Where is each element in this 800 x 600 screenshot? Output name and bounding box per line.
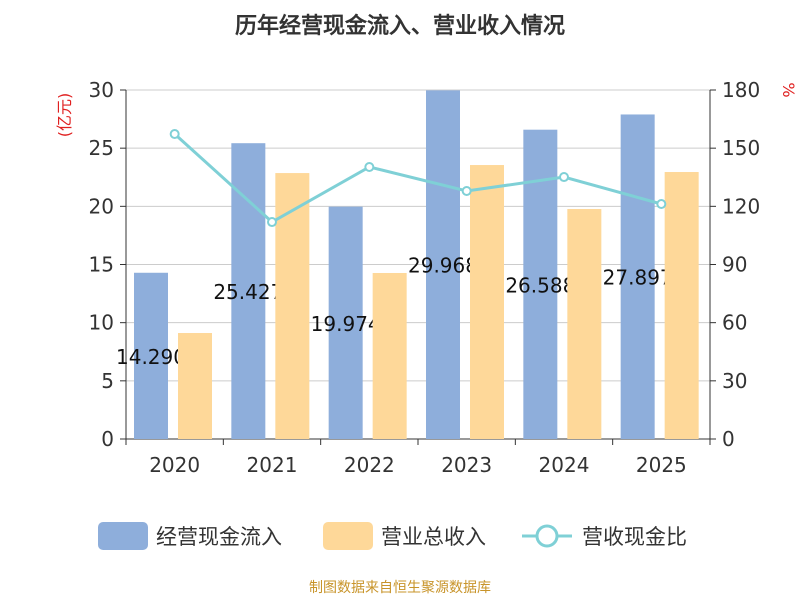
left-tick-label: 15 <box>89 253 114 277</box>
ratio-point <box>267 217 277 228</box>
ratio-point <box>169 129 180 140</box>
x-tick-label: 2024 <box>539 453 590 477</box>
left-tick-label: 10 <box>89 311 114 335</box>
right-tick-label: 150 <box>722 136 760 160</box>
right-tick-label: 0 <box>722 427 735 451</box>
legend-swatch-cash-inflow <box>98 522 148 550</box>
bar-cash-inflow <box>134 272 168 439</box>
bar-revenue <box>275 173 310 439</box>
data-label: 19.974 <box>311 312 381 336</box>
right-tick-label: 180 <box>722 78 760 102</box>
chart-title: 历年经营现金流入、营业收入情况 <box>235 13 565 39</box>
bar-cash-inflow <box>620 114 655 439</box>
ratio-point <box>559 172 569 183</box>
bar-cash-inflow <box>231 143 266 440</box>
x-tick-label: 2021 <box>247 453 298 477</box>
bar-revenue <box>470 165 504 439</box>
ratio-point <box>364 161 375 172</box>
x-tick-label: 2023 <box>441 453 492 477</box>
ratio-line <box>173 132 662 224</box>
bar-revenue <box>664 172 699 439</box>
x-tick-label: 2025 <box>636 453 687 477</box>
data-label: 14.290 <box>116 345 186 369</box>
bar-revenue <box>178 333 212 439</box>
data-label: 29.968 <box>408 254 478 278</box>
bar-revenue <box>372 272 407 439</box>
left-tick-label: 0 <box>101 427 114 451</box>
ratio-point <box>656 199 667 210</box>
bar-revenue <box>567 209 602 439</box>
bar-cash-inflow <box>426 90 460 440</box>
x-tick-label: 2022 <box>344 453 395 477</box>
right-tick-label: 30 <box>722 369 747 393</box>
bar-cash-inflow <box>328 206 363 439</box>
source-note: 制图数据来自恒生聚源数据库 <box>309 580 491 596</box>
data-label: 26.588 <box>505 273 575 297</box>
legend-swatch-revenue <box>323 522 373 550</box>
legend-label: 经营现金流入 <box>156 525 282 549</box>
ratio-point <box>461 186 472 197</box>
right-tick-label: 120 <box>722 194 760 218</box>
legend-marker-ratio <box>535 524 559 548</box>
data-label: 25.427 <box>213 280 283 304</box>
legend-label: 营业总收入 <box>381 525 486 549</box>
left-tick-label: 25 <box>89 136 114 160</box>
left-tick-label: 20 <box>89 194 114 218</box>
legend-label: 营收现金比 <box>582 525 687 549</box>
left-axis-label: (亿元) <box>55 93 74 138</box>
right-axis-label: % <box>779 82 798 97</box>
left-tick-label: 5 <box>101 369 114 393</box>
left-tick-label: 30 <box>89 78 114 102</box>
x-tick-label: 2020 <box>149 453 200 477</box>
right-tick-label: 60 <box>722 311 747 335</box>
right-tick-label: 90 <box>722 253 747 277</box>
data-label: 27.897 <box>603 266 673 290</box>
